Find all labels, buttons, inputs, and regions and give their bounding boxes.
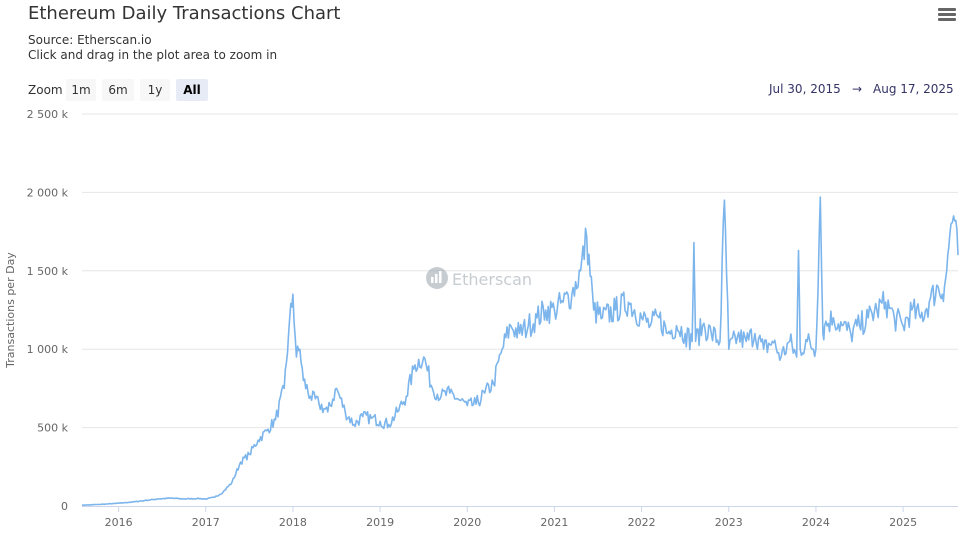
zoom-all-button[interactable]: All [176,79,208,101]
zoom-hint: Click and drag in the plot area to zoom … [28,48,278,62]
range-arrow: → [852,82,863,96]
y-tick-label: 2 000 k [27,186,69,199]
x-tick-label: 2018 [279,516,307,529]
x-tick-label: 2022 [628,516,656,529]
chart-source: Source: Etherscan.io [28,33,152,47]
range-to[interactable]: Aug 17, 2025 [873,82,954,96]
y-tick-label: 1 500 k [27,265,69,278]
hamburger-menu-icon[interactable] [938,8,956,22]
zoom-6m-button[interactable]: 6m [102,79,134,101]
y-tick-label: 500 k [37,422,68,435]
transactions-series-line[interactable] [82,196,959,507]
y-tick-label: 2 500 k [27,108,69,121]
zoom-1y-button[interactable]: 1y [140,79,170,101]
chart-title: Ethereum Daily Transactions Chart [28,3,341,24]
x-tick-label: 2025 [889,516,917,529]
x-tick-label: 2017 [192,516,220,529]
x-tick-label: 2024 [802,516,830,529]
y-tick-label: 0 [61,500,68,513]
y-axis-label: Transactions per Day [4,252,17,369]
range-from[interactable]: Jul 30, 2015 [769,82,841,96]
x-tick-label: 2020 [453,516,481,529]
etherscan-watermark: Etherscan [426,267,532,289]
x-tick-label: 2021 [540,516,568,529]
x-tick-label: 2019 [366,516,394,529]
y-tick-label: 1 000 k [27,343,69,356]
watermark-text: Etherscan [452,270,532,289]
x-tick-label: 2016 [105,516,133,529]
zoom-label: Zoom [28,83,63,97]
x-tick-label: 2023 [715,516,743,529]
zoom-1m-button[interactable]: 1m [66,79,96,101]
